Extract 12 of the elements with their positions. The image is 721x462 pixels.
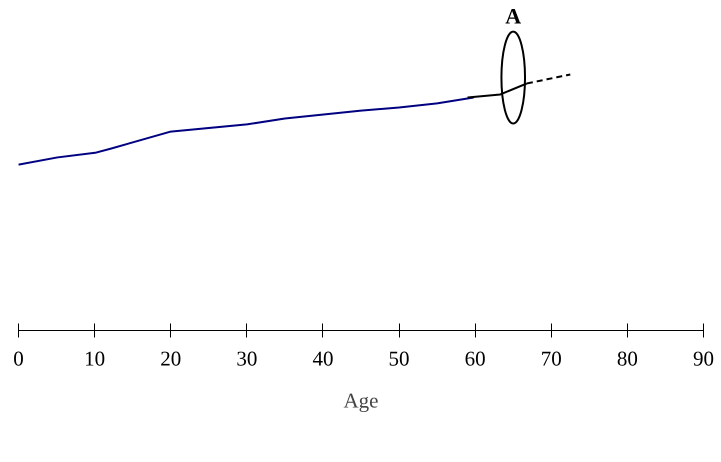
x-tick-label: 40	[312, 346, 334, 370]
x-tick-label: 30	[236, 346, 258, 370]
x-tick-label: 50	[388, 346, 410, 370]
x-tick-label: 90	[693, 346, 714, 370]
x-tick-label: 80	[616, 346, 638, 370]
x-tick-label: 0	[13, 346, 24, 370]
x-tick-label: 20	[160, 346, 182, 370]
x-tick-label: 10	[84, 346, 106, 370]
x-tick-label: 60	[464, 346, 486, 370]
x-axis-title: Age	[344, 388, 379, 412]
annotation: A	[505, 3, 522, 28]
x-tick-label: 70	[540, 346, 562, 370]
